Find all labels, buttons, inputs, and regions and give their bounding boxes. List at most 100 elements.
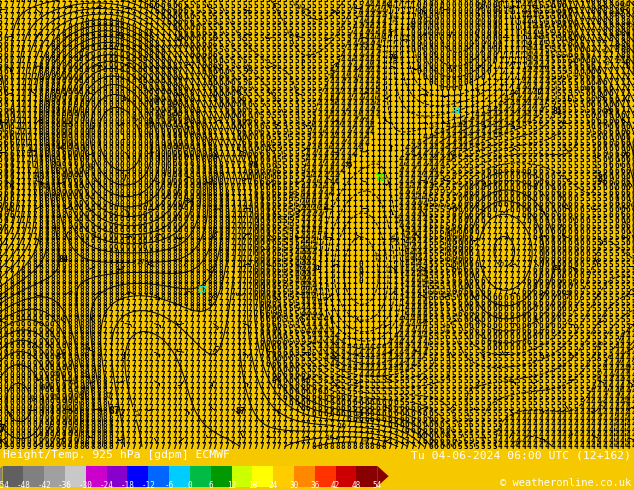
Text: 5: 5 (469, 370, 474, 380)
Text: 4: 4 (588, 58, 595, 65)
Text: 7: 7 (172, 310, 177, 319)
Text: 0: 0 (27, 431, 32, 441)
Text: 5: 5 (446, 404, 450, 413)
Text: 5: 5 (288, 277, 293, 286)
Text: 0: 0 (475, 45, 479, 54)
Text: 5: 5 (312, 111, 316, 121)
Text: 5: 5 (567, 155, 573, 165)
Text: 0: 0 (486, 45, 491, 54)
Text: 8: 8 (631, 40, 634, 49)
Text: 7: 7 (27, 6, 32, 16)
Text: 7: 7 (236, 310, 241, 319)
Text: 7: 7 (120, 348, 124, 358)
Text: 5: 5 (259, 6, 264, 16)
Text: 0: 0 (463, 67, 468, 76)
Text: 4: 4 (358, 111, 363, 121)
Text: 4: 4 (498, 426, 503, 435)
Text: 5: 5 (492, 354, 496, 363)
Text: 5: 5 (318, 360, 322, 368)
Text: 0: 0 (486, 34, 491, 43)
Text: 4: 4 (428, 155, 433, 165)
Text: 8: 8 (39, 111, 43, 121)
Text: 1: 1 (347, 316, 351, 324)
Text: 5: 5 (446, 260, 450, 270)
Text: 5: 5 (545, 376, 549, 385)
Text: 5: 5 (294, 89, 299, 98)
Text: 0: 0 (457, 23, 462, 32)
Text: 0: 0 (463, 28, 468, 38)
Text: 7: 7 (102, 365, 107, 374)
Text: 8: 8 (207, 177, 212, 187)
Text: 5: 5 (562, 45, 567, 54)
Text: 8: 8 (178, 249, 183, 258)
Text: 5: 5 (323, 6, 328, 16)
Text: 4: 4 (515, 122, 520, 131)
Text: 7: 7 (131, 304, 136, 314)
Text: 8: 8 (79, 288, 84, 297)
Text: 7: 7 (114, 370, 119, 380)
Text: 7: 7 (527, 249, 532, 258)
Text: 6: 6 (562, 238, 567, 247)
Text: 5: 5 (277, 50, 281, 60)
Text: 7: 7 (15, 78, 20, 87)
Text: 5: 5 (428, 299, 433, 308)
Text: 9: 9 (114, 67, 119, 76)
Text: 7: 7 (126, 365, 130, 374)
Text: 5: 5 (428, 338, 433, 346)
Text: 7: 7 (515, 227, 520, 236)
Text: 7: 7 (27, 73, 32, 82)
Text: 7: 7 (131, 370, 136, 380)
Text: 7: 7 (527, 227, 532, 236)
Text: 8: 8 (190, 271, 194, 280)
Text: 8: 8 (56, 255, 60, 264)
Text: 7: 7 (300, 442, 305, 451)
Text: 5: 5 (556, 62, 560, 71)
Text: 7: 7 (230, 194, 235, 203)
Text: 4: 4 (428, 183, 433, 192)
Text: 7: 7 (492, 211, 496, 220)
Text: 9: 9 (74, 56, 78, 65)
Text: 4: 4 (312, 304, 316, 314)
Text: 1: 1 (469, 111, 474, 121)
Text: 1: 1 (405, 95, 410, 104)
Text: 4: 4 (393, 332, 398, 341)
Text: 4: 4 (347, 84, 351, 93)
Text: 1: 1 (521, 45, 526, 54)
Text: 4: 4 (312, 211, 316, 220)
Text: 5: 5 (294, 205, 299, 214)
Text: 9: 9 (91, 194, 95, 203)
Text: 9: 9 (67, 89, 72, 98)
Text: 9: 9 (160, 189, 165, 197)
Text: 5: 5 (486, 404, 491, 413)
Text: 6: 6 (254, 161, 258, 170)
Text: 0: 0 (74, 133, 78, 143)
Text: 7: 7 (277, 392, 281, 402)
Text: 6: 6 (138, 0, 142, 4)
Text: 5: 5 (620, 282, 624, 292)
Text: 5: 5 (533, 348, 538, 358)
Text: 0: 0 (428, 67, 433, 76)
Text: 6: 6 (492, 326, 496, 336)
Text: 0: 0 (446, 28, 450, 38)
Text: 4: 4 (358, 50, 363, 60)
Text: 6: 6 (451, 205, 456, 214)
Text: 8: 8 (56, 183, 60, 192)
Text: 6: 6 (539, 299, 543, 308)
Text: 7: 7 (224, 437, 229, 446)
Text: 8: 8 (178, 106, 183, 115)
Text: 7: 7 (382, 437, 386, 446)
Text: 9: 9 (44, 426, 49, 435)
Text: 5: 5 (579, 343, 584, 352)
Text: 8: 8 (44, 84, 49, 93)
Text: 4: 4 (417, 310, 421, 319)
Text: 5: 5 (597, 238, 602, 247)
Text: 8: 8 (10, 288, 14, 297)
Text: 6: 6 (574, 277, 578, 286)
Text: 8: 8 (85, 304, 89, 314)
Text: 25: 25 (80, 341, 87, 351)
Text: 27: 27 (607, 9, 617, 20)
Text: 1: 1 (504, 12, 508, 21)
Text: 7: 7 (138, 348, 142, 358)
Text: 7: 7 (609, 78, 613, 87)
Text: 6: 6 (230, 117, 235, 126)
